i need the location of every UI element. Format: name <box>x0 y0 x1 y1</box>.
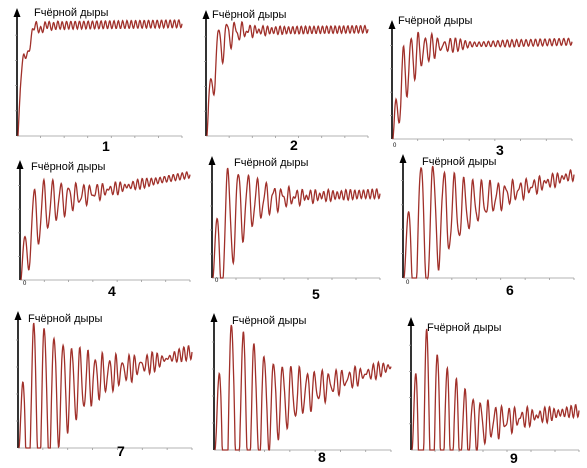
y-axis-label: Fчёрной дыры <box>427 322 502 334</box>
y-axis-label: Fчёрной дыры <box>422 156 497 168</box>
panel-number: 4 <box>108 283 116 299</box>
y-axis-arrow <box>14 311 22 320</box>
panel-6: Fчёрной дыры 0 6 <box>392 150 584 305</box>
response-curve <box>411 328 580 451</box>
panel-number: 2 <box>290 137 298 153</box>
panel-7: Fчёрной дыры 7 <box>10 305 200 465</box>
panel-number: 5 <box>312 286 320 302</box>
chart-6 <box>399 154 575 280</box>
panel-number: 6 <box>506 282 514 298</box>
y-axis-label: Fчёрной дыры <box>398 15 473 27</box>
panel-4: Fчёрной дыры 0 4 <box>10 150 200 305</box>
y-axis-label: Fчёрной дыры <box>28 313 103 325</box>
response-curve <box>392 31 573 140</box>
panel-number: 8 <box>318 449 326 465</box>
y-axis-arrow <box>208 156 216 165</box>
panel-number: 7 <box>117 443 125 459</box>
y-axis-arrow <box>210 313 218 322</box>
panel-number: 3 <box>496 142 504 158</box>
chart-5 <box>208 156 381 280</box>
chart-4 <box>16 160 191 282</box>
y-axis-label: Fчёрной дыры <box>234 157 309 169</box>
response-curve <box>18 322 193 449</box>
panel-2: Fчёрной дыры 2 <box>196 2 386 154</box>
panel-1: Fчёрной дыры 1 <box>6 2 196 154</box>
y-axis-label: Fчёрной дыры <box>232 315 307 327</box>
chart-7 <box>14 311 193 450</box>
y-axis-arrow <box>202 10 210 19</box>
panel-9: Fчёрной дыры 9 <box>403 305 585 466</box>
response-curve <box>212 167 381 279</box>
response-curve <box>206 20 369 137</box>
y-axis-arrow <box>388 20 396 29</box>
response-curve <box>20 171 191 281</box>
y-axis-arrow <box>407 317 415 326</box>
y-axis-label: Fчёрной дыры <box>212 9 287 21</box>
panel-number: 9 <box>510 450 518 466</box>
y-axis-arrow <box>16 160 24 169</box>
panel-3: Fчёрной дыры 0 3 <box>382 2 582 158</box>
response-curve <box>403 165 575 279</box>
panel-5: Fчёрной дыры 0 5 <box>202 150 392 305</box>
response-curve <box>214 324 392 451</box>
origin-label: 0 <box>215 278 219 284</box>
y-axis-arrow <box>399 154 407 163</box>
chart-9 <box>407 317 580 452</box>
origin-label: 0 <box>23 281 27 287</box>
panel-number: 1 <box>102 138 110 154</box>
panel-8: Fчёрной дыры 8 <box>205 305 397 465</box>
origin-label: 0 <box>393 143 397 149</box>
origin-label: 0 <box>406 280 410 286</box>
chart-1 <box>13 8 183 138</box>
y-axis-arrow <box>13 8 21 17</box>
chart-8 <box>210 313 392 452</box>
response-curve <box>17 18 183 137</box>
chart-3 <box>388 20 573 141</box>
y-axis-label: Fчёрной дыры <box>34 7 109 19</box>
chart-2 <box>202 10 369 138</box>
y-axis-label: Fчёрной дыры <box>31 161 106 173</box>
